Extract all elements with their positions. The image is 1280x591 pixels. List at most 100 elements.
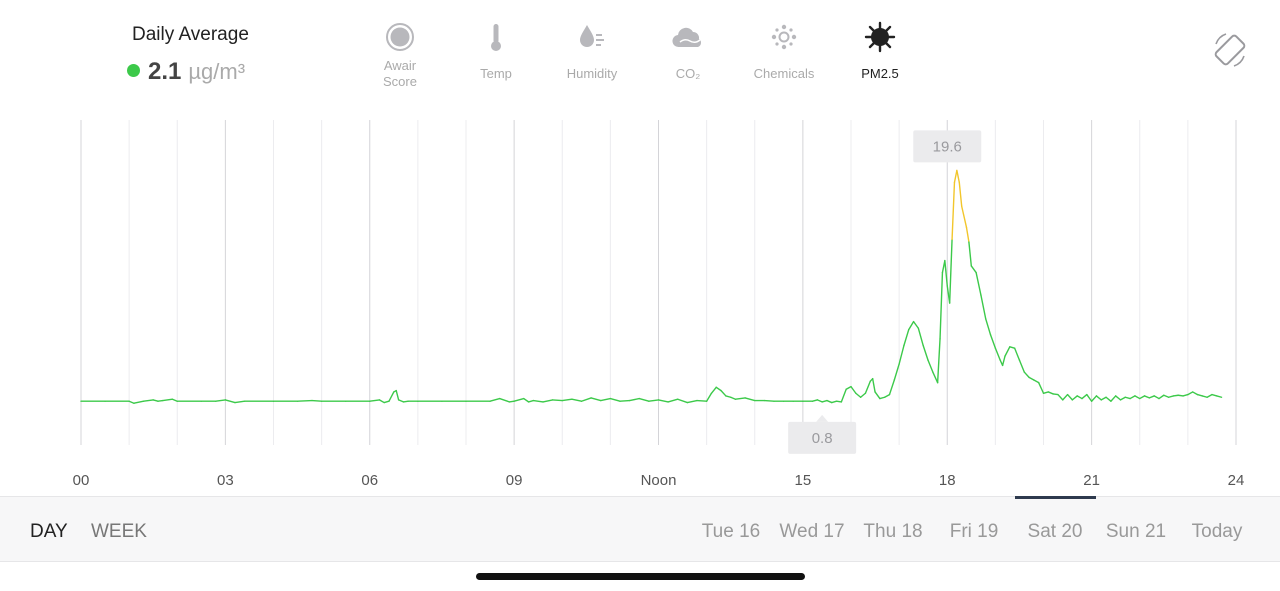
day-sat-20[interactable]: Sat 20 <box>1027 521 1083 542</box>
tab-awair-score[interactable]: Awair Score <box>352 18 448 90</box>
series-segment <box>1201 395 1208 398</box>
series-segment <box>1187 391 1194 396</box>
series-segment <box>1148 395 1155 399</box>
series-segment <box>397 399 405 403</box>
series-segment <box>311 399 323 402</box>
series-segment <box>1081 393 1088 400</box>
series-segment <box>831 400 838 404</box>
series-segment <box>224 399 236 404</box>
series-segment <box>513 397 525 402</box>
series-segment <box>686 399 698 404</box>
series-segment <box>157 399 164 402</box>
series-segment <box>720 389 727 397</box>
series-segment <box>953 169 958 184</box>
pm25-particle-icon <box>864 18 896 56</box>
series-segment <box>571 398 583 402</box>
series-segment <box>1177 394 1184 397</box>
series-segment <box>1119 396 1127 401</box>
series-segment <box>859 392 867 398</box>
tab-humidity[interactable]: Humidity <box>544 18 640 90</box>
series-segment <box>609 397 621 402</box>
series-segment <box>1028 376 1035 381</box>
series-segment <box>152 399 159 402</box>
daily-average-summary: Daily Average 2.1 µg/m³ <box>127 24 249 85</box>
series-segment <box>619 399 631 402</box>
tab-pm25[interactable]: PM2.5 <box>832 18 928 90</box>
series-segment <box>927 359 934 373</box>
day-today[interactable]: Today <box>1191 521 1243 542</box>
series-segment <box>600 397 612 402</box>
series-segment <box>855 392 862 398</box>
series-segment <box>383 400 390 404</box>
series-segment <box>1167 395 1175 398</box>
series-segment <box>917 327 924 347</box>
series-segment <box>811 399 819 402</box>
series-segment <box>850 385 857 394</box>
summary-title: Daily Average <box>132 24 249 45</box>
metric-tabs: Awair Score Temp Humidity CO₂ Chemicals … <box>352 18 928 90</box>
x-tick-label: 21 <box>1083 472 1100 489</box>
series-segment <box>922 344 929 361</box>
series-segment <box>369 399 381 402</box>
tab-week[interactable]: WEEK <box>91 521 147 542</box>
day-wed-17[interactable]: Wed 17 <box>779 521 845 542</box>
series-segment <box>296 399 313 402</box>
series-segment <box>864 380 871 394</box>
day-fri-19[interactable]: Fri 19 <box>949 521 999 542</box>
tab-day[interactable]: DAY <box>30 521 68 542</box>
series-segment <box>936 338 941 384</box>
daily-average-value: 2.1 <box>148 58 182 85</box>
series-segment <box>523 397 530 403</box>
series-segment <box>1172 394 1179 397</box>
series-segment <box>561 398 573 402</box>
series-segment <box>1206 393 1213 398</box>
thermometer-icon <box>488 18 504 56</box>
pm25-line-chart: 00 03 06 09 Noon 15 18 21 24 19.6 0.8 <box>73 120 1244 489</box>
tab-chemicals[interactable]: Chemicals <box>736 18 832 90</box>
day-sun-21[interactable]: Sun 21 <box>1105 521 1167 542</box>
series-segment <box>1216 395 1223 398</box>
series-segment <box>985 318 992 336</box>
series-segment <box>958 181 963 207</box>
series-segment <box>1163 394 1170 398</box>
tab-label: CO₂ <box>675 66 701 81</box>
day-tue-16[interactable]: Tue 16 <box>701 521 761 542</box>
x-tick-label: 18 <box>939 472 956 489</box>
series-segment <box>1191 391 1199 396</box>
series-segment <box>1047 391 1054 395</box>
x-tick-label: 09 <box>506 472 523 489</box>
series-segment <box>1139 395 1146 400</box>
series-segment <box>763 399 775 402</box>
series-segment <box>883 393 891 398</box>
tab-co2[interactable]: CO₂ <box>640 18 736 90</box>
series-segment <box>532 399 544 403</box>
x-tick-label: Noon <box>641 472 677 489</box>
day-thu-18[interactable]: Thu 18 <box>863 521 923 542</box>
series-segment <box>1018 359 1025 373</box>
series-segment <box>948 238 953 304</box>
series-segment <box>1105 396 1112 402</box>
series-segment <box>128 400 135 404</box>
max-value-label-box <box>913 130 982 163</box>
series-segment <box>1023 371 1030 379</box>
rotate-screen-button[interactable] <box>1210 30 1250 70</box>
series-segment <box>1066 393 1074 401</box>
series-segment <box>903 328 910 347</box>
series-segment <box>1124 396 1131 400</box>
series-segment <box>1062 393 1069 401</box>
series-segment <box>939 271 944 340</box>
series-segment <box>975 271 982 296</box>
tab-temp[interactable]: Temp <box>448 18 544 90</box>
rotate-screen-icon <box>1214 33 1246 67</box>
series-segment <box>821 399 828 403</box>
series-segment <box>542 399 554 403</box>
series-segment <box>1001 355 1006 367</box>
series-segment <box>508 400 515 403</box>
humidity-drop-icon <box>577 18 607 56</box>
series-segment <box>402 400 409 403</box>
series-segment <box>1033 379 1040 384</box>
series-segment <box>215 399 227 402</box>
series-segment <box>888 379 896 396</box>
series-segment <box>1100 396 1107 401</box>
series-segment <box>1196 393 1204 397</box>
